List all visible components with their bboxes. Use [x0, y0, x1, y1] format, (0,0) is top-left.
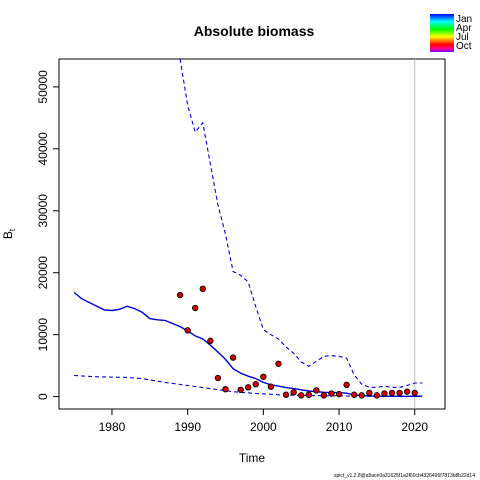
- x-tick-label: 1990: [174, 420, 201, 434]
- legend-label-jan: Jan: [456, 14, 472, 25]
- observation-point: [207, 337, 214, 345]
- observation-point: [237, 386, 244, 393]
- observation-point: [388, 389, 396, 397]
- plot-content: [73, 59, 423, 409]
- observation-point: [403, 388, 411, 395]
- observation-point: [222, 385, 229, 393]
- x-axis-title: Time: [239, 451, 266, 465]
- observation-point: [192, 304, 199, 312]
- y-tick-label: 20000: [36, 256, 50, 290]
- observation-point: [381, 390, 388, 397]
- observation-point: [366, 389, 373, 397]
- x-axis: 1980 1990 2000 2010 2020: [99, 409, 428, 434]
- observation-point: [328, 390, 335, 397]
- observation-point: [373, 392, 381, 399]
- observation-point: [184, 327, 191, 334]
- observation-point: [260, 373, 267, 380]
- observation-point: [199, 285, 207, 293]
- observation-point: [252, 381, 259, 388]
- x-tick-label: 2020: [401, 420, 428, 434]
- observation-point: [305, 391, 312, 398]
- observation-point: [245, 384, 252, 391]
- y-tick-label: 40000: [36, 132, 50, 166]
- legend-color-bar: [430, 14, 454, 52]
- series-line-upper-ci: [179, 59, 423, 388]
- y-tick-label: 10000: [36, 318, 50, 352]
- chart-title: Absolute biomass: [194, 23, 315, 39]
- y-axis-title-group: Bt: [1, 228, 17, 239]
- observation-point: [350, 391, 358, 398]
- version-footnote: spict_v1.2.8@a5ace0a31625f1a2f60cb432649…: [334, 473, 475, 479]
- y-tick-label: 0: [36, 393, 50, 400]
- y-axis-title: Bt: [1, 228, 17, 239]
- observation-point: [282, 391, 290, 398]
- observation-point: [343, 381, 350, 389]
- observation-point: [335, 390, 343, 398]
- plot-frame: [58, 58, 446, 410]
- observation-point: [320, 392, 328, 399]
- y-axis-title-subscript: t: [8, 228, 17, 231]
- observation-point: [290, 389, 297, 396]
- x-tick-label: 1980: [99, 420, 126, 434]
- observation-point: [229, 354, 237, 361]
- observation-point: [275, 360, 282, 367]
- series-line-lower-ci: [74, 374, 423, 397]
- y-axis-title-main: B: [1, 231, 15, 239]
- observation-point: [176, 291, 184, 299]
- x-tick-label: 2010: [326, 420, 353, 434]
- y-tick-label: 50000: [36, 70, 50, 104]
- y-tick-label: 30000: [36, 194, 50, 228]
- observation-point: [214, 374, 222, 382]
- legend-label-oct: Oct: [456, 41, 472, 52]
- series-line-estimate: [73, 291, 423, 397]
- observation-point: [358, 392, 365, 399]
- legend-label-jul: Jul: [456, 32, 469, 43]
- legend-label-apr: Apr: [456, 23, 472, 34]
- x-tick-label: 2000: [250, 420, 277, 434]
- observation-point: [267, 383, 275, 390]
- observation-point: [396, 389, 403, 397]
- y-axis: 0 10000 20000 30000 40000 50000: [36, 70, 59, 400]
- observation-point: [313, 387, 320, 394]
- observation-point: [411, 389, 418, 397]
- observation-point: [297, 392, 305, 399]
